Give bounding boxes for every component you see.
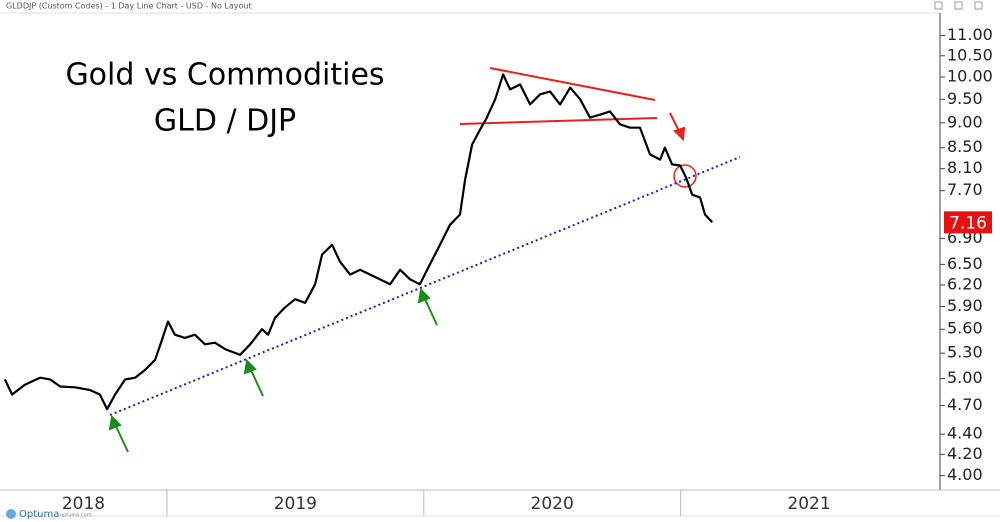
y-tick-label: 8.10 bbox=[947, 158, 983, 177]
badge-label: 7.16 bbox=[949, 213, 987, 233]
logo bbox=[6, 509, 16, 519]
y-tick-label: 9.00 bbox=[947, 112, 983, 131]
chart-subtitle: GLD / DJP bbox=[154, 104, 296, 139]
y-tick-label: 10.00 bbox=[947, 67, 993, 86]
window-icons bbox=[934, 1, 983, 10]
green-arrows bbox=[108, 287, 438, 453]
brand: Optuma bbox=[19, 509, 59, 520]
x-tick-label: 2020 bbox=[531, 494, 574, 514]
price-line bbox=[3, 73, 714, 411]
y-tick-label: 8.50 bbox=[947, 137, 983, 156]
y-tick-label: 7.70 bbox=[947, 180, 983, 199]
annotations bbox=[108, 67, 741, 453]
y-tick-label: 10.50 bbox=[947, 45, 993, 64]
break-circle bbox=[673, 164, 697, 188]
support-line bbox=[109, 156, 741, 416]
y-tick-label: 4.70 bbox=[947, 395, 983, 414]
base-line bbox=[459, 117, 658, 125]
resistance-line bbox=[489, 67, 656, 101]
y-tick-label: 11.00 bbox=[947, 25, 993, 44]
y-tick-label: 9.50 bbox=[947, 89, 983, 108]
y-tick-label: 5.30 bbox=[947, 343, 983, 362]
y-tick-label: 5.00 bbox=[947, 368, 983, 387]
site: optuma.com bbox=[60, 513, 92, 519]
y-tick-label: 5.90 bbox=[947, 296, 983, 315]
last-value-badge: 7.16 bbox=[944, 211, 992, 234]
badge-bg bbox=[944, 211, 992, 234]
x-tick-label: 2019 bbox=[274, 494, 317, 514]
red-arrow bbox=[669, 112, 686, 142]
header: GLDDJP (Custom Codes) - 1 Day Line Chart… bbox=[6, 2, 252, 11]
x-tick-label: 2018 bbox=[62, 494, 105, 514]
y-tick-label: 4.20 bbox=[947, 444, 983, 463]
y-tick-label: 4.00 bbox=[947, 465, 983, 484]
y-tick-label: 6.20 bbox=[947, 274, 983, 293]
footer: Optuma optuma.com bbox=[6, 509, 92, 520]
y-tick-label: 5.60 bbox=[947, 319, 983, 338]
chart-title: Gold vs Commodities bbox=[65, 58, 384, 93]
y-tick-label: 4.40 bbox=[947, 424, 983, 443]
x-tick-label: 2021 bbox=[787, 494, 830, 514]
y-tick-label: 6.50 bbox=[947, 254, 983, 273]
